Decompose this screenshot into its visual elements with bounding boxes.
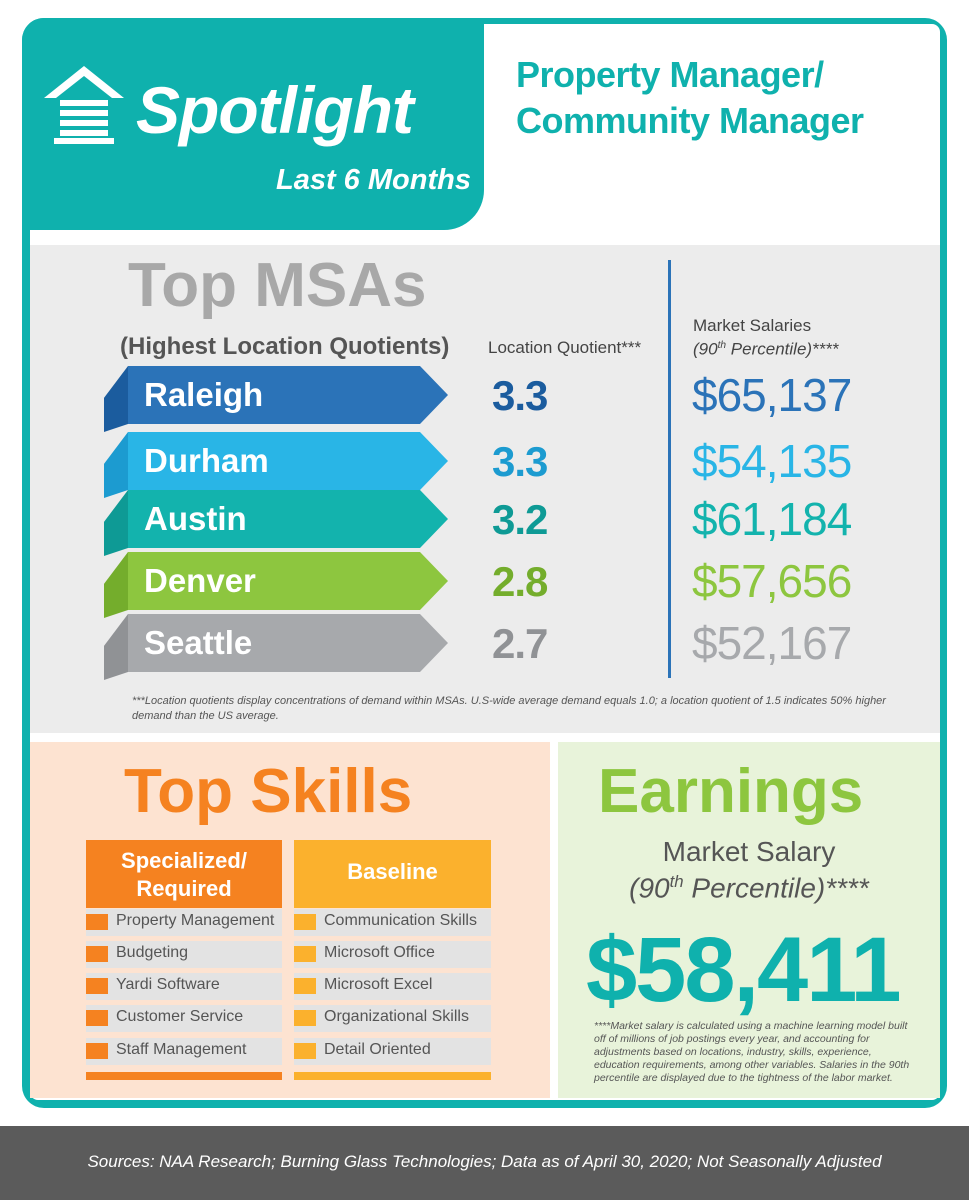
bullet-marker <box>86 1043 108 1059</box>
msa-salary: $52,167 <box>692 617 852 669</box>
earnings-footnote: ****Market salary is calculated using a … <box>594 1020 910 1084</box>
earnings-sub-b: Percentile)**** <box>683 872 869 904</box>
skill-label: Detail Oriented <box>324 1041 431 1058</box>
msa-city: Seattle <box>144 624 253 661</box>
bullet-marker <box>294 1043 316 1059</box>
skill-item: Budgeting <box>86 941 282 968</box>
specialized-footer-bar <box>86 1072 282 1080</box>
bullet-marker <box>294 946 316 962</box>
msa-lq: 3.3 <box>492 372 548 419</box>
bullet-marker <box>294 978 316 994</box>
specialized-header: Specialized/ Required <box>86 840 282 908</box>
earnings-sub-sup: th <box>669 872 684 891</box>
bullet-marker <box>294 914 316 930</box>
msa-footnote: ***Location quotients display concentrat… <box>132 695 886 722</box>
skill-item: Detail Oriented <box>294 1038 491 1065</box>
brand-title: Spotlight <box>136 73 414 147</box>
skill-item: Microsoft Excel <box>294 973 491 1000</box>
skill-item: Organizational Skills <box>294 1005 491 1032</box>
msa-salary: $65,137 <box>692 369 852 421</box>
skill-item: Communication Skills <box>294 909 491 936</box>
msa-salary: $61,184 <box>692 493 852 545</box>
skill-label: Budgeting <box>116 944 189 961</box>
lq-header: Location Quotient*** <box>488 338 642 357</box>
skill-label: Customer Service <box>116 1008 244 1025</box>
msa-lq: 3.3 <box>492 438 548 485</box>
msa-salary: $57,656 <box>692 555 852 607</box>
role-title: Property Manager/ Community Manager <box>516 52 864 144</box>
skill-label: Yardi Software <box>116 976 220 993</box>
bullet-marker <box>86 946 108 962</box>
salary-header-sup: th <box>717 340 727 351</box>
earnings-sub-a: (90 <box>629 872 670 904</box>
bullet-marker <box>86 914 108 930</box>
earnings-title: Earnings <box>598 757 864 826</box>
msa-city: Durham <box>144 442 269 479</box>
msa-city: Austin <box>144 500 247 537</box>
role-line-2: Community Manager <box>516 100 864 141</box>
salary-header-b: Percentile)**** <box>726 339 839 359</box>
skill-label: Staff Management <box>116 1041 247 1058</box>
salary-header-line1: Market Salaries <box>693 316 812 335</box>
skill-label: Communication Skills <box>324 912 477 929</box>
earnings-panel <box>558 742 940 1098</box>
msa-city: Raleigh <box>144 376 264 413</box>
skill-label: Organizational Skills <box>324 1008 469 1025</box>
skills-title: Top Skills <box>124 757 413 826</box>
role-line-1: Property Manager/ <box>516 54 824 95</box>
period-label: Last 6 Months <box>276 164 471 196</box>
earnings-value: $58,411 <box>586 919 901 1021</box>
column-divider <box>668 260 671 678</box>
baseline-header: Baseline <box>294 840 491 908</box>
skill-item: Yardi Software <box>86 973 282 1000</box>
bullet-marker <box>294 1010 316 1026</box>
skill-item: Microsoft Office <box>294 941 491 968</box>
house-icon <box>44 66 124 144</box>
salary-header: Market Salaries (90th Percentile)**** <box>693 316 839 360</box>
footer-bar <box>0 1126 969 1200</box>
sources-text: Sources: NAA Research; Burning Glass Tec… <box>87 1152 882 1171</box>
salary-header-a: (90 <box>693 339 718 359</box>
skill-item: Customer Service <box>86 1005 282 1032</box>
earnings-subtitle-2: (90th Percentile)**** <box>558 872 940 904</box>
msa-subtitle: (Highest Location Quotients) <box>120 333 450 360</box>
earnings-subtitle-1: Market Salary <box>662 836 836 867</box>
msa-lq: 2.7 <box>492 620 548 667</box>
skill-label: Property Management <box>116 912 275 929</box>
msa-lq: 3.2 <box>492 496 548 543</box>
msa-salary: $54,135 <box>692 435 852 487</box>
bullet-marker <box>86 978 108 994</box>
msa-lq: 2.8 <box>492 558 548 605</box>
baseline-footer-bar <box>294 1072 491 1080</box>
skill-label: Microsoft Excel <box>324 976 433 993</box>
skill-label: Microsoft Office <box>324 944 435 961</box>
msa-city: Denver <box>144 562 256 599</box>
skill-item: Property Management <box>86 909 282 936</box>
msa-title: Top MSAs <box>128 251 427 320</box>
bullet-marker <box>86 1010 108 1026</box>
skill-item: Staff Management <box>86 1038 282 1065</box>
salary-header-line2: (90th Percentile)**** <box>693 336 839 360</box>
